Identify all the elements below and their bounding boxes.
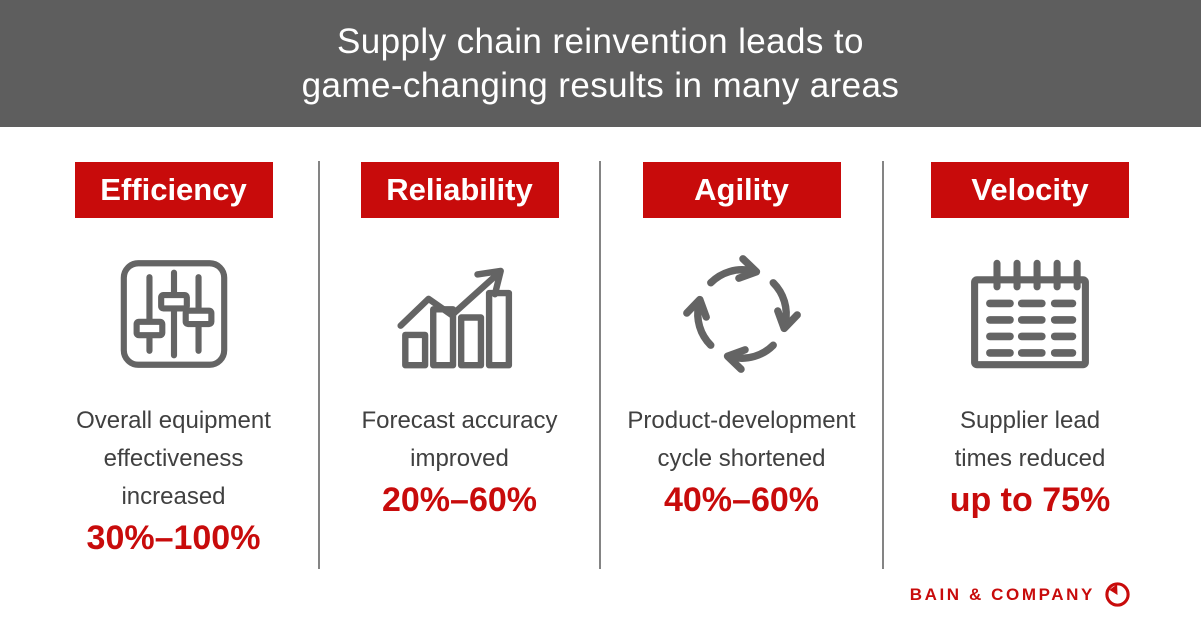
velocity-badge: Velocity — [931, 162, 1129, 218]
description-line: improved — [410, 445, 509, 472]
sliders-icon — [116, 244, 232, 384]
velocity-stat: up to 75% — [949, 481, 1111, 519]
column-efficiency: Efficiency Overall equipment effectivene… — [0, 127, 319, 628]
agility-description: Product-development cycle shortened — [627, 402, 855, 478]
velocity-description: Supplier lead times reduced — [955, 402, 1106, 478]
page-header: Supply chain reinvention leads to game-c… — [0, 0, 1201, 127]
bar-chart-trend-icon — [396, 244, 524, 384]
description-line: Overall equipment — [76, 407, 271, 434]
brand-wordmark: BAIN & COMPANY — [909, 584, 1095, 604]
reliability-badge: Reliability — [360, 162, 559, 218]
column-velocity: Velocity Supp — [883, 127, 1201, 628]
description-line: increased — [121, 483, 226, 510]
cycle-arrows-icon — [675, 244, 809, 384]
column-reliability: Reliability Forecast accuracy improved 2… — [319, 127, 600, 628]
description-line: times reduced — [954, 445, 1106, 472]
page-title-line-1: Supply chain reinvention leads to — [337, 21, 864, 61]
agility-badge: Agility — [642, 162, 841, 218]
brand-footer: BAIN & COMPANY — [910, 581, 1131, 608]
agility-stat: 40%–60% — [663, 481, 819, 519]
calendar-icon — [964, 244, 1096, 384]
column-divider — [318, 161, 320, 569]
column-agility: Agility — [600, 127, 883, 628]
description-line: Product-development — [627, 407, 856, 434]
reliability-description: Forecast accuracy improved — [361, 402, 557, 478]
column-divider — [882, 161, 884, 569]
page-title: Supply chain reinvention leads to game-c… — [302, 20, 900, 108]
description-line: cycle shortened — [657, 445, 826, 472]
description-line: Forecast accuracy — [361, 407, 558, 434]
efficiency-stat: 30%–100% — [86, 519, 261, 557]
columns-section: Efficiency Overall equipment effectivene… — [0, 127, 1201, 628]
bain-compass-icon — [1105, 582, 1130, 607]
column-divider — [599, 161, 601, 569]
page-title-line-2: game-changing results in many areas — [301, 65, 900, 105]
efficiency-badge: Efficiency — [74, 162, 273, 218]
description-line: effectiveness — [103, 445, 244, 472]
reliability-stat: 20%–60% — [381, 481, 537, 519]
description-line: Supplier lead — [959, 407, 1101, 434]
efficiency-description: Overall equipment effectiveness increase… — [76, 402, 271, 516]
